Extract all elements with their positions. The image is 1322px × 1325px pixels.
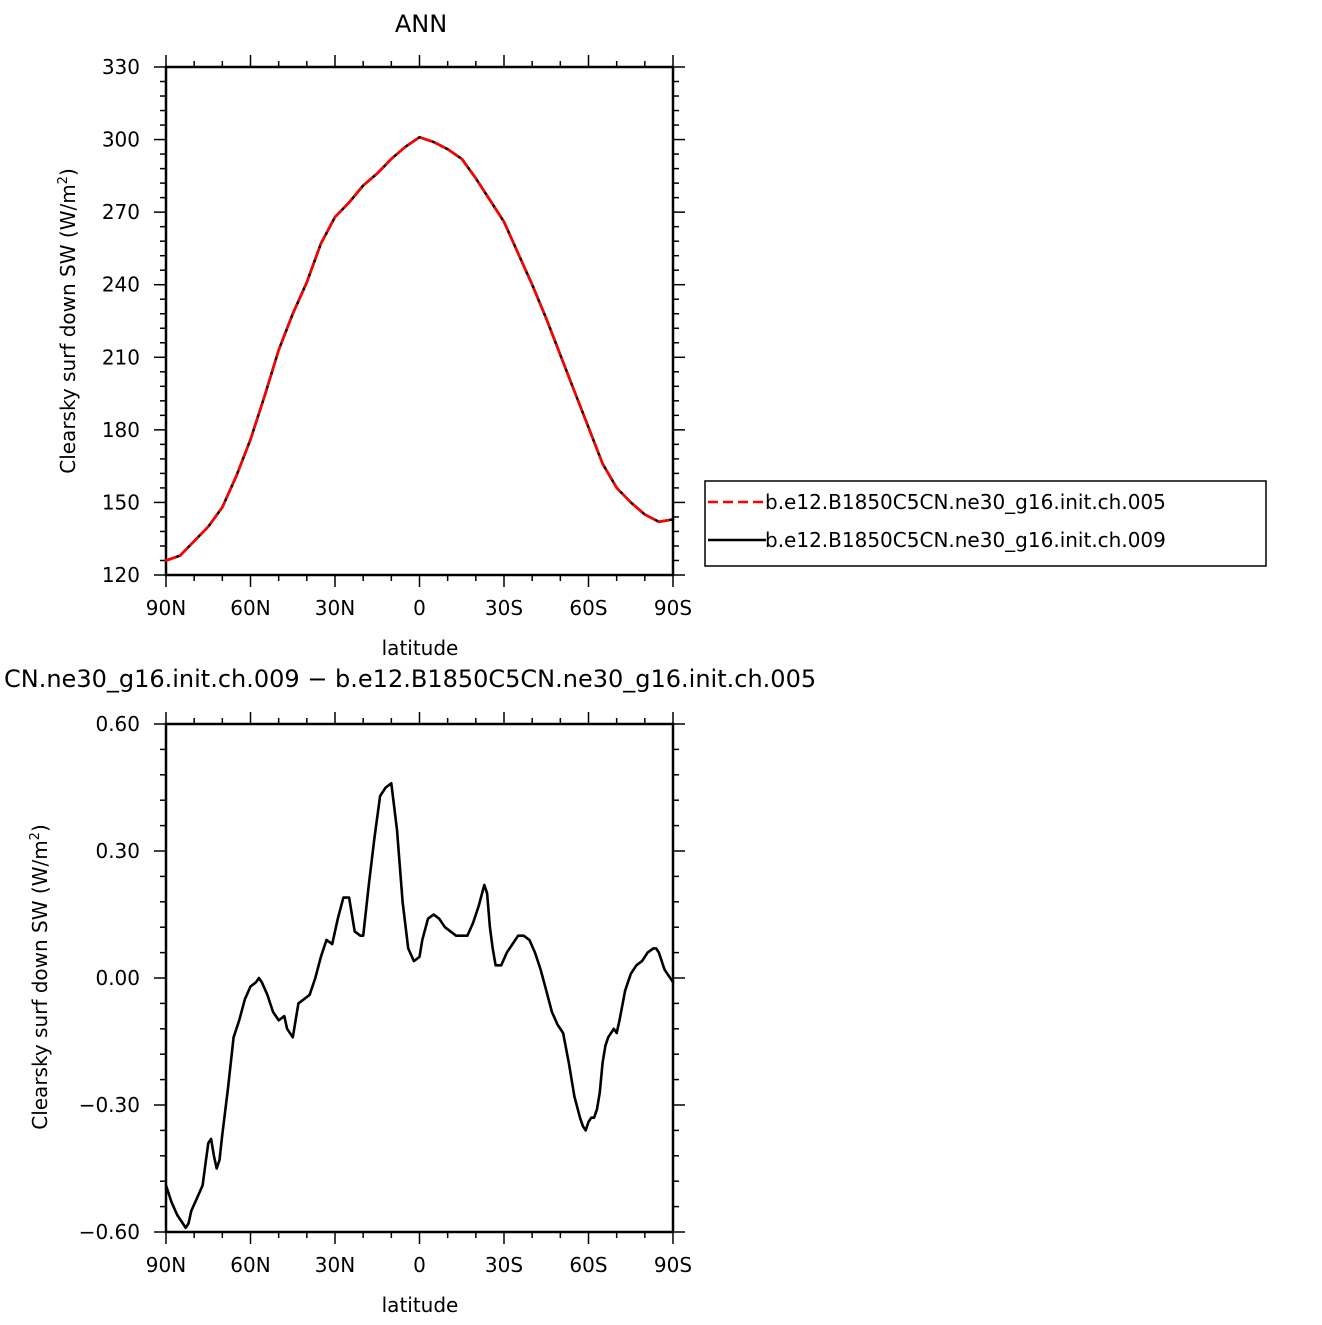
top-y-tick-label: 150	[102, 490, 140, 514]
top-y-tick-label: 270	[102, 200, 140, 224]
top-y-axis-label-main: Clearsky surf down SW (W/m	[56, 184, 80, 473]
bottom-axis-ticks	[154, 712, 685, 1244]
top-chart: ANN 90N 60N 30N 0 30S 60S 90S 120 150 180 210 240 27…	[56, 10, 1267, 660]
bottom-x-tick-label: 90N	[146, 1253, 186, 1277]
bottom-y-axis-label-main: Clearsky surf down SW (W/m	[28, 840, 52, 1129]
top-x-tick-label: 90N	[146, 596, 186, 620]
legend-item-009: b.e12.B1850C5CN.ne30_g16.init.ch.009	[708, 528, 1166, 552]
bottom-series-line-0	[164, 781, 675, 1230]
bottom-y-axis-label-sup: 2	[28, 832, 43, 840]
bottom-axis-tick-labels: 90N 60N 30N 0 30S 60S 90S −0.60 −0.30 0.00 0.30 0.6…	[79, 712, 692, 1277]
top-x-tick-label: 60N	[230, 596, 270, 620]
bottom-x-tick-label: 30S	[485, 1253, 523, 1277]
bottom-x-axis-label: latitude	[382, 1293, 459, 1317]
legend: b.e12.B1850C5CN.ne30_g16.init.ch.005 b.e…	[704, 480, 1267, 567]
top-x-tick-label: 90S	[654, 596, 692, 620]
legend-item-005: b.e12.B1850C5CN.ne30_g16.init.ch.005	[708, 490, 1166, 514]
bottom-y-tick-label: 0.00	[95, 966, 140, 990]
top-y-tick-label: 180	[102, 418, 140, 442]
top-axis-tick-labels: 90N 60N 30N 0 30S 60S 90S 120 150 180 210 240 270 300…	[102, 55, 692, 620]
top-y-axis-label: Clearsky surf down SW (W/m2)	[56, 168, 80, 474]
bottom-series-lines	[164, 781, 675, 1230]
top-plot-frame	[164, 65, 675, 577]
bottom-chart: CN.ne30_g16.init.ch.009 − b.e12.B1850C5C…	[4, 665, 816, 1317]
bottom-y-tick-label: −0.30	[79, 1093, 140, 1117]
top-y-tick-label: 210	[102, 345, 140, 369]
bottom-x-tick-label: 0	[413, 1253, 426, 1277]
top-x-tick-label: 30S	[485, 596, 523, 620]
top-x-tick-label: 0	[413, 596, 426, 620]
top-y-axis-label-close: )	[56, 168, 80, 176]
top-x-tick-label: 30N	[315, 596, 355, 620]
top-x-axis-label: latitude	[382, 636, 459, 660]
top-series-lines	[164, 135, 675, 562]
top-chart-title: ANN	[395, 10, 447, 38]
top-y-tick-label: 330	[102, 55, 140, 79]
legend-label-005: b.e12.B1850C5CN.ne30_g16.init.ch.005	[765, 490, 1166, 514]
bottom-x-tick-label: 60N	[230, 1253, 270, 1277]
bottom-y-axis-label-close: )	[28, 824, 52, 832]
top-series-line-1	[164, 135, 675, 562]
legend-box	[704, 480, 1267, 567]
bottom-x-tick-label: 30N	[315, 1253, 355, 1277]
top-y-tick-label: 120	[102, 563, 140, 587]
bottom-y-tick-label: −0.60	[79, 1220, 140, 1244]
top-y-axis-label-sup: 2	[56, 176, 71, 184]
top-series-line-0	[164, 135, 675, 562]
bottom-y-tick-label: 0.30	[95, 839, 140, 863]
bottom-y-axis-label: Clearsky surf down SW (W/m2)	[28, 824, 52, 1130]
bottom-x-tick-label: 90S	[654, 1253, 692, 1277]
top-y-tick-label: 240	[102, 273, 140, 297]
bottom-plot-frame	[164, 722, 675, 1234]
top-y-tick-label: 300	[102, 128, 140, 152]
top-x-tick-label: 60S	[569, 596, 607, 620]
bottom-y-tick-label: 0.60	[95, 712, 140, 736]
legend-label-009: b.e12.B1850C5CN.ne30_g16.init.ch.009	[765, 528, 1166, 552]
top-axis-ticks	[154, 55, 685, 587]
bottom-chart-title: CN.ne30_g16.init.ch.009 − b.e12.B1850C5C…	[4, 665, 816, 693]
bottom-x-tick-label: 60S	[569, 1253, 607, 1277]
